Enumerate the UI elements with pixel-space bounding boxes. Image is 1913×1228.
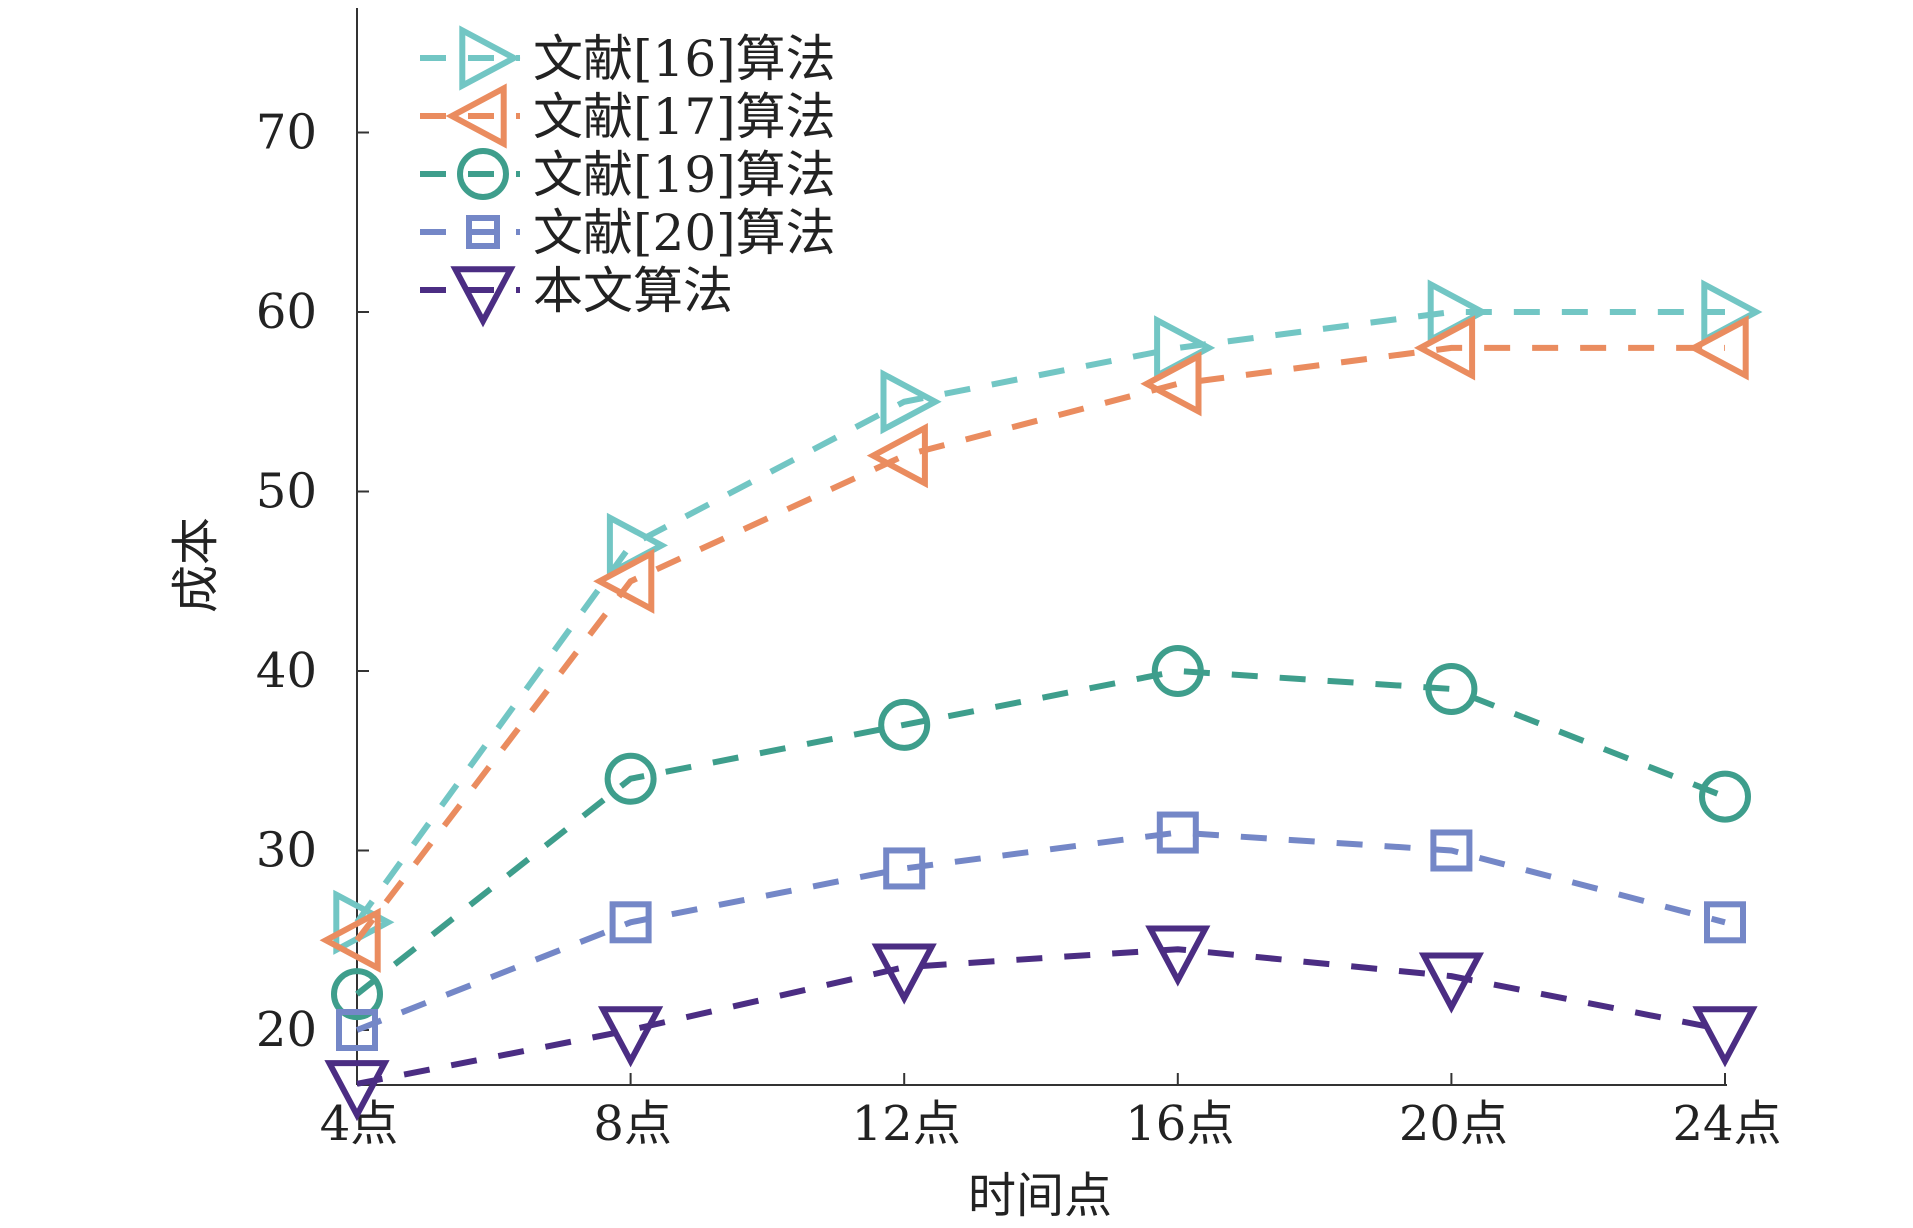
legend-label: 文献[17]算法 [533,88,836,146]
legend-marker [457,148,509,200]
x-tick-label: 20点 [1399,1096,1508,1152]
data-point-marker [880,369,942,435]
x-tick-label: 8点 [593,1096,672,1152]
legend-marker [445,83,507,149]
data-point-marker [604,752,657,805]
series-4 [336,811,1746,1051]
data-point-marker [1425,662,1478,715]
y-tick-label: 70 [256,105,317,161]
series-line [355,667,1727,997]
legend-item: 文献[19]算法 [420,146,836,204]
series-1 [333,279,1763,955]
legend-marker [450,266,516,328]
data-point-marker [1156,811,1199,854]
legend-item: 文献[20]算法 [420,204,836,262]
series-line [355,829,1726,1033]
legend-label: 文献[20]算法 [533,204,836,262]
legend-marker [466,215,500,249]
series-5 [324,925,1758,1122]
data-point-marker [1140,351,1202,417]
data-point-marker [1430,829,1473,872]
data-point-marker [1413,315,1476,381]
data-point-marker [1699,770,1751,823]
x-axis-title: 时间点 [968,1168,1112,1224]
data-point-marker [319,907,381,973]
data-point-marker [1704,901,1746,944]
data-point-marker [593,548,655,614]
data-point-marker [866,422,928,489]
legend-item: 文献[16]算法 [420,25,836,91]
data-point-marker [883,847,926,890]
y-axis-title: 成本 [168,517,224,613]
x-tick-label: 24点 [1672,1096,1781,1152]
data-point-marker [324,1060,390,1122]
data-point-marker [609,901,652,944]
x-tick-label: 16点 [1125,1096,1234,1152]
data-point-marker [1145,925,1211,987]
legend-label: 文献[19]算法 [533,146,836,204]
data-point-marker [1687,315,1749,381]
data-point-marker [878,698,931,751]
legend-label: 文献[16]算法 [533,30,836,88]
x-tick-label: 4点 [320,1096,399,1152]
legend-item: 文献[17]算法 [420,83,836,149]
legend-label: 本文算法 [533,262,733,320]
legend-marker [459,25,521,91]
y-tick-label: 40 [256,643,317,699]
y-tick-label: 20 [256,1002,317,1058]
data-point-marker [331,968,383,1021]
y-tick-label: 50 [256,464,317,520]
data-point-marker [336,1009,378,1051]
legend-item: 本文算法 [420,262,733,328]
y-tick-label: 30 [256,823,317,879]
data-point-marker [1151,645,1204,697]
series-line [354,309,1725,925]
data-point-marker [598,1006,664,1068]
series-line [354,344,1725,943]
data-point-marker [1692,1006,1758,1068]
series-2 [319,315,1749,973]
x-tick-label: 12点 [852,1096,961,1152]
series-3 [331,645,1751,1021]
data-point-marker [1418,952,1484,1014]
series-line [356,946,1726,1087]
y-tick-label: 60 [256,284,317,340]
data-point-marker [871,943,937,1005]
